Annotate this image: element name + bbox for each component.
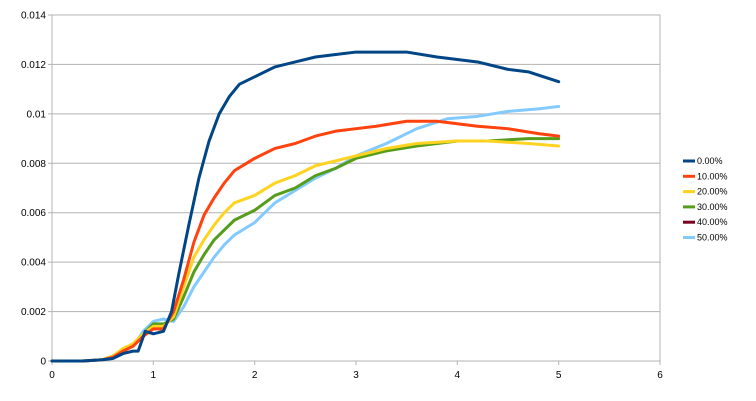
series-line-1 bbox=[50, 119, 561, 363]
series-line-2 bbox=[50, 139, 561, 363]
axes: 0 0.002 0.004 0.006 0.008 0.01 0.012 0.014 0 1 2 3 4… bbox=[21, 11, 663, 382]
y-tick-label: 0.006 bbox=[21, 208, 46, 219]
y-tick-label: 0.004 bbox=[21, 258, 46, 269]
legend-label: 40.00% bbox=[697, 217, 728, 227]
series-line-0 bbox=[50, 50, 561, 363]
legend: 0.00% 10.00% 20.00% 30.00% 40.00% 50.00% bbox=[683, 156, 728, 243]
y-tick-label: 0.014 bbox=[21, 11, 46, 22]
y-tick-label: 0.002 bbox=[21, 307, 46, 318]
grid-lines bbox=[51, 14, 661, 362]
legend-label: 10.00% bbox=[697, 171, 728, 181]
y-tick-label: 0 bbox=[40, 357, 46, 368]
legend-label: 0.00% bbox=[697, 156, 723, 166]
plot-area-border bbox=[51, 14, 661, 362]
x-tick-label: 6 bbox=[657, 370, 663, 381]
x-tick-label: 5 bbox=[556, 370, 562, 381]
x-tick-label: 2 bbox=[252, 370, 258, 381]
series-lines bbox=[50, 50, 561, 363]
y-tick-label: 0.008 bbox=[21, 159, 46, 170]
legend-label: 50.00% bbox=[697, 233, 728, 243]
x-tick-label: 1 bbox=[151, 370, 157, 381]
x-tick-label: 4 bbox=[455, 370, 461, 381]
legend-label: 20.00% bbox=[697, 187, 728, 197]
y-tick-label: 0.01 bbox=[27, 109, 47, 120]
y-tick-label: 0.012 bbox=[21, 60, 46, 71]
series-line-5 bbox=[50, 104, 561, 363]
x-tick-label: 0 bbox=[49, 370, 55, 381]
x-tick-label: 3 bbox=[353, 370, 359, 381]
legend-label: 30.00% bbox=[697, 202, 728, 212]
